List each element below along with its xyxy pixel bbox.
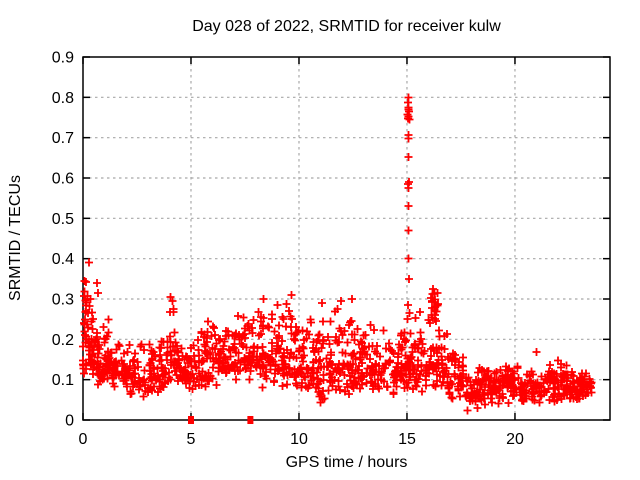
y-tick-label: 0.4: [52, 251, 74, 268]
zero-point-marker: [187, 416, 194, 424]
y-tick-label: 0.2: [52, 332, 74, 349]
y-tick-label: 0.6: [52, 171, 74, 188]
y-tick-label: 0.3: [52, 292, 74, 309]
chart-title: Day 028 of 2022, SRMTID for receiver kul…: [192, 18, 501, 35]
y-tick-label: 0.8: [52, 90, 74, 107]
y-tick-label: 0.7: [52, 130, 74, 147]
y-tick-label: 0: [65, 413, 74, 430]
x-tick-label: 5: [187, 431, 196, 448]
y-tick-label: 0.9: [52, 50, 74, 67]
zero-point-marker: [247, 416, 254, 424]
y-tick-label: 0.1: [52, 372, 74, 389]
x-axis-title: GPS time / hours: [285, 454, 408, 471]
x-tick-label: 15: [398, 431, 416, 448]
axis-frame: [82, 56, 611, 421]
x-tick-label: 0: [79, 431, 88, 448]
x-tick-label: 10: [290, 431, 308, 448]
x-tick-label: 20: [506, 431, 524, 448]
y-tick-label: 0.5: [52, 211, 74, 228]
scatter-points: [79, 93, 596, 415]
